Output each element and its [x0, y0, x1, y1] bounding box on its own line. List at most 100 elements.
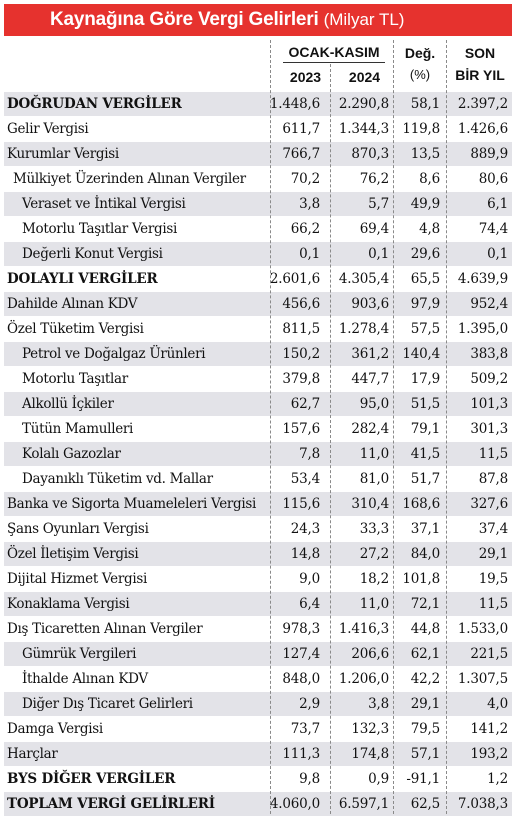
table-row: Kolalı Gazozlar 7,8 11,0 41,5 11,5: [4, 442, 512, 467]
value-2024: 1.206,0: [338, 671, 389, 687]
table-row: Kurumlar Vergisi 766,7 870,3 13,5 889,9: [4, 142, 512, 167]
value-2023: 1.448,6: [269, 96, 320, 112]
row-label: Özel İletişim Vergisi: [7, 546, 139, 562]
value-last-year: 141,2: [470, 721, 508, 737]
table-row: TOPLAM VERGİ GELİRLERİ 4.060,0 6.597,1 62,5…: [4, 792, 512, 817]
row-label: Alkollü İçkiler: [22, 396, 114, 412]
value-change: 57,1: [410, 746, 440, 762]
value-2023: 127,4: [282, 646, 320, 662]
row-label: BYS DİĞER VERGİLER: [7, 771, 176, 787]
table-row: DOLAYLI VERGİLER 2.601,6 4.305,4 65,5 4.639,…: [4, 267, 512, 292]
value-change: 72,1: [410, 596, 440, 612]
value-change: 44,8: [410, 621, 440, 637]
header-last-year-line1: SON: [464, 45, 496, 61]
value-2023: 379,8: [282, 371, 320, 387]
table-row: Değerli Konut Vergisi 0,1 0,1 29,6 0,1: [4, 242, 512, 267]
value-2024: 18,2: [359, 571, 389, 587]
value-2023: 2.601,6: [269, 271, 320, 287]
value-change: 42,2: [410, 671, 440, 687]
table-row: Mülkiyet Üzerinden Alınan Vergiler 70,2 76…: [4, 167, 512, 192]
table-row: Dış Ticaretten Alınan Vergiler 978,3 1.416…: [4, 617, 512, 642]
table-row: Konaklama Vergisi 6,4 11,0 72,1 11,5: [4, 592, 512, 617]
value-last-year: 193,2: [470, 746, 508, 762]
value-2023: 766,7: [282, 146, 320, 162]
row-label: Veraset ve İntikal Vergisi: [22, 196, 186, 212]
row-label: Gümrük Vergileri: [22, 646, 137, 662]
value-last-year: 37,4: [478, 521, 508, 537]
table-row: Dijital Hizmet Vergisi 9,0 18,2 101,8 19,5: [4, 567, 512, 592]
value-2023: 611,7: [282, 121, 320, 137]
value-2023: 14,8: [290, 546, 320, 562]
value-2023: 3,8: [299, 196, 320, 212]
value-change: 62,1: [410, 646, 440, 662]
value-change: 97,9: [410, 296, 440, 312]
value-2023: 53,4: [290, 471, 320, 487]
value-change: 168,6: [402, 496, 440, 512]
table-row: Özel Tüketim Vergisi 811,5 1.278,4 57,5 1.39…: [4, 317, 512, 342]
value-last-year: 101,3: [470, 396, 508, 412]
table-row: İthalde Alınan KDV 848,0 1.206,0 42,2 1.307,…: [4, 667, 512, 692]
value-last-year: 74,4: [478, 221, 508, 237]
value-2024: 310,4: [351, 496, 389, 512]
value-change: -91,1: [406, 771, 440, 787]
value-last-year: 509,2: [470, 371, 508, 387]
column-separator: [393, 40, 394, 814]
table-row: Petrol ve Doğalgaz Ürünleri 150,2 361,2 140…: [4, 342, 512, 367]
row-label: Motorlu Taşıtlar: [22, 371, 128, 387]
row-label: DOĞRUDAN VERGİLER: [7, 96, 182, 112]
value-change: 119,8: [402, 121, 440, 137]
value-change: 140,4: [402, 346, 440, 362]
table-row: Dayanıklı Tüketim vd. Mallar 53,4 81,0 51,7…: [4, 467, 512, 492]
value-change: 51,7: [410, 471, 440, 487]
value-change: 58,1: [410, 96, 440, 112]
header-change: Değ. (%): [394, 42, 446, 86]
value-last-year: 4.639,9: [457, 271, 508, 287]
row-label: Damga Vergisi: [7, 721, 103, 737]
value-change: 79,1: [410, 421, 440, 437]
value-2024: 0,9: [368, 771, 389, 787]
row-label: DOLAYLI VERGİLER: [7, 271, 158, 287]
table-title: Kaynağına Göre Vergi Gelirleri: [50, 9, 319, 30]
value-2024: 1.278,4: [338, 321, 389, 337]
value-2024: 903,6: [351, 296, 389, 312]
title-banner: Kaynağına Göre Vergi Gelirleri (Milyar T…: [4, 4, 512, 36]
value-last-year: 889,9: [470, 146, 508, 162]
value-2024: 870,3: [351, 146, 389, 162]
row-label: Özel Tüketim Vergisi: [7, 321, 144, 337]
row-label: Banka ve Sigorta Muameleleri Vergisi: [7, 496, 257, 512]
value-change: 29,1: [410, 696, 440, 712]
value-2023: 6,4: [299, 596, 320, 612]
value-last-year: 4,0: [487, 696, 508, 712]
value-change: 37,1: [410, 521, 440, 537]
value-last-year: 2.397,2: [457, 96, 508, 112]
value-2024: 4.305,4: [338, 271, 389, 287]
row-label: Dijital Hizmet Vergisi: [7, 571, 147, 587]
table-row: Harçlar 111,3 174,8 57,1 193,2: [4, 742, 512, 767]
value-2023: 848,0: [282, 671, 320, 687]
header-change-unit: (%): [409, 67, 431, 82]
value-2023: 7,8: [299, 446, 320, 462]
value-2023: 66,2: [290, 221, 320, 237]
table-row: Gelir Vergisi 611,7 1.344,3 119,8 1.426,6: [4, 117, 512, 142]
value-2024: 132,3: [351, 721, 389, 737]
value-last-year: 1.395,0: [457, 321, 508, 337]
row-label: Motorlu Taşıtlar Vergisi: [22, 221, 178, 237]
table-row: Diğer Dış Ticaret Gelirleri 2,9 3,8 29,1 4,0: [4, 692, 512, 717]
table-row: Alkollü İçkiler 62,7 95,0 51,5 101,3: [4, 392, 512, 417]
value-last-year: 29,1: [478, 546, 508, 562]
row-label: Konaklama Vergisi: [7, 596, 130, 612]
row-label: Dahilde Alınan KDV: [7, 296, 138, 312]
row-label: TOPLAM VERGİ GELİRLERİ: [7, 796, 215, 812]
row-label: Dış Ticaretten Alınan Vergiler: [7, 621, 203, 637]
value-2024: 447,7: [351, 371, 389, 387]
value-2024: 1.344,3: [338, 121, 389, 137]
value-2023: 62,7: [290, 396, 320, 412]
value-change: 62,5: [410, 796, 440, 812]
value-last-year: 301,3: [470, 421, 508, 437]
value-2024: 33,3: [359, 521, 389, 537]
value-2023: 150,2: [282, 346, 320, 362]
value-change: 13,5: [410, 146, 440, 162]
value-2023: 9,0: [299, 571, 320, 587]
row-label: Petrol ve Doğalgaz Ürünleri: [22, 346, 206, 362]
header-year-2023: 2023: [289, 69, 322, 85]
